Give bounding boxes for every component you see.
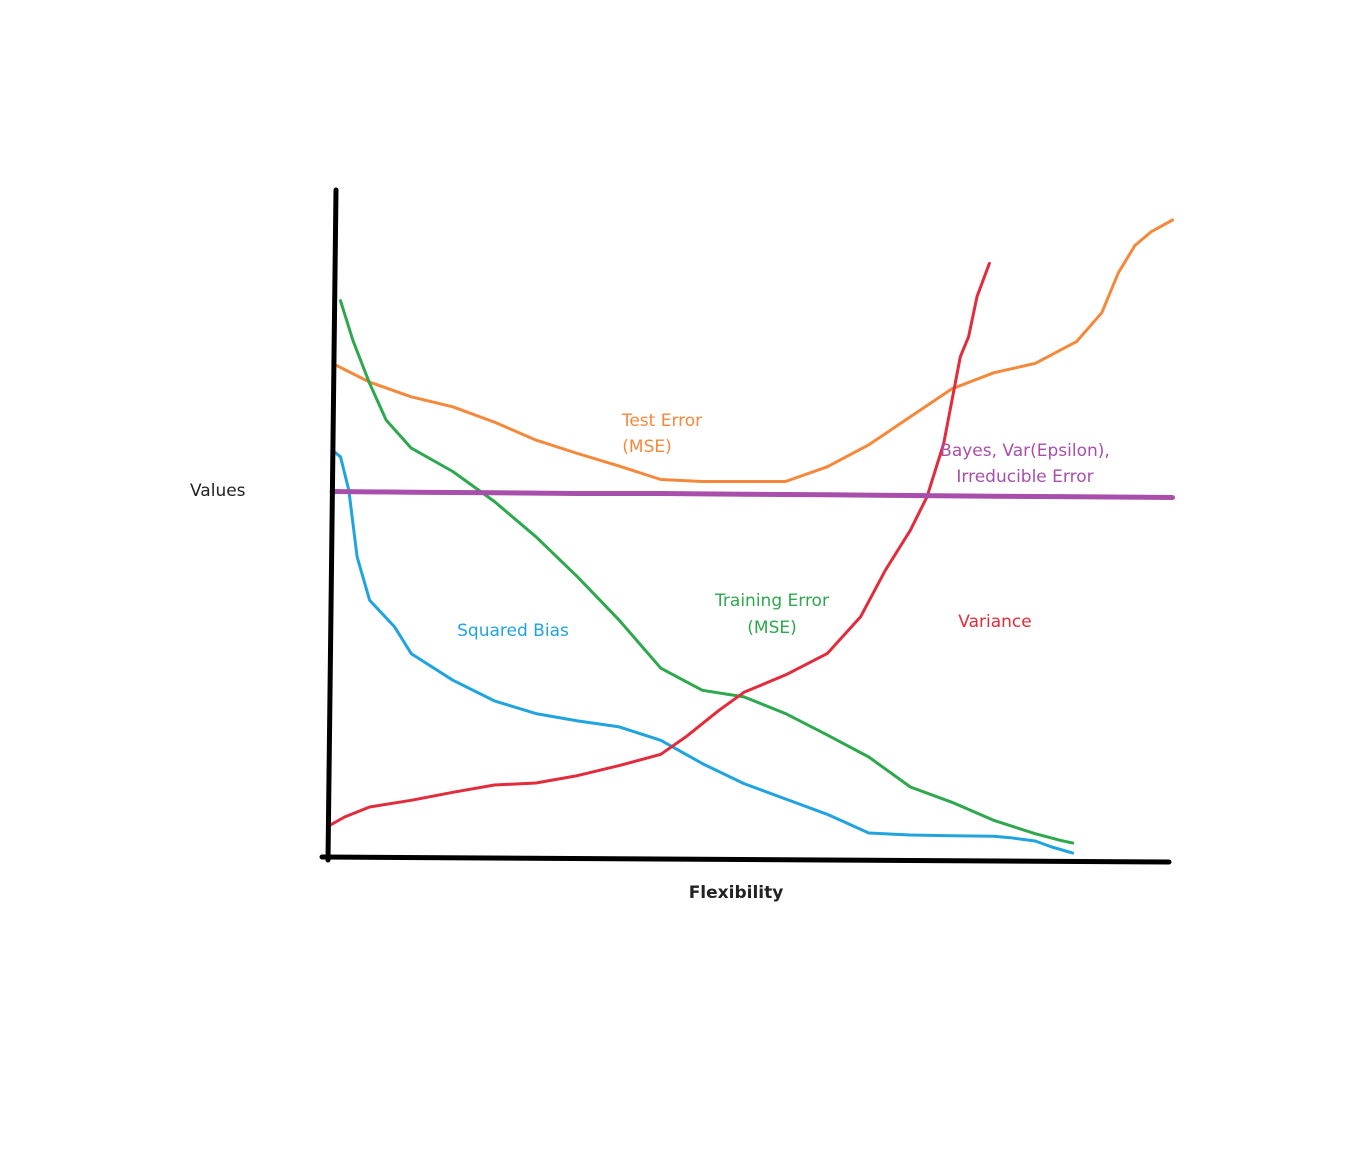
- test-error-label-line2: (MSE): [622, 437, 671, 457]
- bayes-error-label: Bayes, Var(Epsilon), Irreducible Error: [940, 441, 1110, 487]
- training-error-label: Training Error (MSE): [714, 591, 829, 638]
- y-axis-line: [325, 187, 339, 863]
- training-error-label-line1: Training Error: [714, 591, 829, 611]
- variance-line: [326, 261, 991, 828]
- bayes-error-label-line2: Irreducible Error: [956, 467, 1093, 487]
- x-axis-line: [319, 854, 1172, 865]
- bayes-error-label-line1: Bayes, Var(Epsilon),: [940, 441, 1110, 461]
- squared-bias-label: Squared Bias: [457, 621, 569, 641]
- test-error-line: [334, 218, 1174, 483]
- squared-bias-label-text: Squared Bias: [457, 621, 569, 641]
- variance-label: Variance: [958, 612, 1031, 632]
- training-error-line: [339, 299, 1075, 845]
- test-error-label: Test Error (MSE): [621, 411, 702, 457]
- series-layer: [326, 218, 1175, 855]
- training-error-label-line2: (MSE): [747, 618, 796, 638]
- bayes-error-line: [329, 489, 1175, 500]
- squared-bias-line: [330, 448, 1075, 855]
- x-axis-title: Flexibility: [689, 883, 784, 903]
- variance-label-text: Variance: [958, 612, 1031, 632]
- test-error-label-line1: Test Error: [621, 411, 702, 431]
- y-axis-title: Values: [190, 481, 246, 501]
